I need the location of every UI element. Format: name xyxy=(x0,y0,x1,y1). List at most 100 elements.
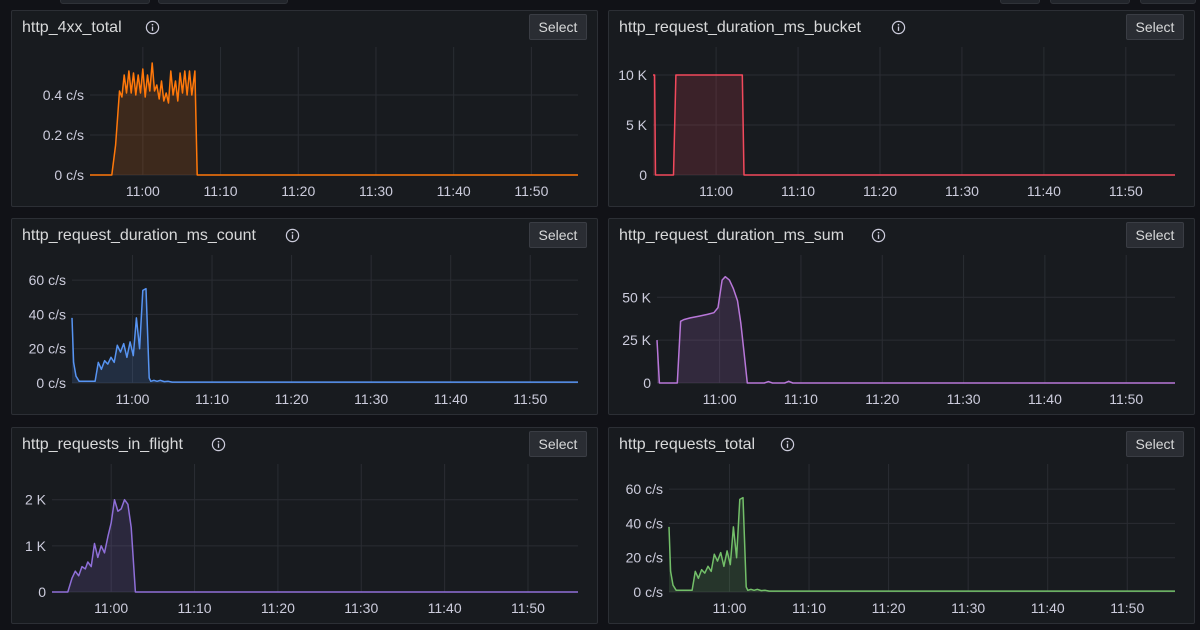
info-circle-icon[interactable] xyxy=(871,228,886,243)
x-tick-label: 11:30 xyxy=(945,183,979,199)
y-tick-label: 0 c/s xyxy=(54,167,84,183)
y-tick-label: 0.2 c/s xyxy=(43,127,84,143)
info-circle-icon[interactable] xyxy=(211,437,226,452)
panel-title: http_requests_total xyxy=(619,436,756,453)
select-button[interactable]: Select xyxy=(1126,14,1184,40)
select-button[interactable]: Select xyxy=(529,431,587,457)
series-line xyxy=(52,498,578,593)
x-tick-label: 11:00 xyxy=(699,183,733,199)
y-tick-label: 0 c/s xyxy=(36,375,66,391)
select-button[interactable]: Select xyxy=(529,14,587,40)
x-tick-label: 11:50 xyxy=(1109,391,1143,407)
x-tick-label: 11:50 xyxy=(1109,183,1143,199)
x-tick-label: 11:10 xyxy=(195,391,229,407)
series-area xyxy=(90,63,578,175)
y-tick-label: 25 K xyxy=(622,332,651,348)
series-line xyxy=(656,275,1175,384)
x-tick-label: 11:30 xyxy=(947,391,981,407)
toolbar-fragment xyxy=(1000,0,1040,4)
series-area xyxy=(653,75,1175,175)
y-tick-label: 50 K xyxy=(622,289,651,305)
x-tick-label: 11:10 xyxy=(792,600,826,616)
series-area xyxy=(657,276,1175,383)
select-button[interactable]: Select xyxy=(1126,222,1184,248)
info-circle-icon[interactable] xyxy=(145,20,160,35)
panel-title: http_requests_in_flight xyxy=(22,436,183,453)
x-tick-label: 11:30 xyxy=(951,600,985,616)
x-tick-label: 11:20 xyxy=(863,183,897,199)
timeseries-chart[interactable]: 0 c/s 20 c/s 40 c/s 60 c/s 11:00 11:10 11:20 11… xyxy=(609,428,1196,625)
x-tick-label: 11:50 xyxy=(513,391,547,407)
panel-title: http_request_duration_ms_bucket xyxy=(619,19,861,36)
x-tick-label: 11:40 xyxy=(437,183,471,199)
timeseries-chart[interactable]: 0 25 K 50 K 11:00 11:10 11:20 11:30 11:40 11:50 xyxy=(609,219,1196,416)
y-tick-label: 5 K xyxy=(626,117,648,133)
y-tick-label: 0.4 c/s xyxy=(43,87,84,103)
y-tick-label: 10 K xyxy=(618,67,647,83)
series-area xyxy=(52,499,578,592)
info-circle-icon[interactable] xyxy=(891,20,906,35)
series-line xyxy=(71,287,578,383)
info-circle-icon[interactable] xyxy=(285,228,300,243)
select-button[interactable]: Select xyxy=(529,222,587,248)
x-tick-label: 11:50 xyxy=(514,183,548,199)
timeseries-chart[interactable]: 0 c/s 0.2 c/s 0.4 c/s 11:00 11:10 11:20 11:30 1… xyxy=(12,11,599,208)
series-area xyxy=(669,497,1175,592)
x-tick-label: 11:00 xyxy=(94,600,128,616)
x-tick-label: 11:50 xyxy=(511,600,545,616)
panel-http-request-duration-ms-count: http_request_duration_ms_count Select 0 … xyxy=(11,218,598,415)
panel-http-requests-in-flight: http_requests_in_flight Select 0 1 K 2 K 11… xyxy=(11,427,598,624)
x-tick-label: 11:30 xyxy=(344,600,378,616)
panel-title: http_request_duration_ms_sum xyxy=(619,227,845,244)
panel-http-request-duration-ms-sum: http_request_duration_ms_sum Select 0 25 … xyxy=(608,218,1195,415)
y-tick-label: 0 c/s xyxy=(633,584,663,600)
series-line xyxy=(653,74,1175,176)
x-tick-label: 11:40 xyxy=(1028,391,1062,407)
x-tick-label: 11:10 xyxy=(781,183,815,199)
toolbar-fragment xyxy=(158,0,288,4)
x-tick-label: 11:20 xyxy=(872,600,906,616)
y-tick-label: 2 K xyxy=(25,492,47,508)
toolbar-fragment xyxy=(1050,0,1130,4)
panel-title: http_4xx_total xyxy=(22,19,122,36)
x-tick-label: 11:30 xyxy=(359,183,393,199)
x-tick-label: 11:40 xyxy=(428,600,462,616)
panel-http-request-duration-ms-bucket: http_request_duration_ms_bucket Select 0… xyxy=(608,10,1195,207)
x-tick-label: 11:10 xyxy=(204,183,238,199)
y-tick-label: 0 xyxy=(38,584,46,600)
x-tick-label: 11:00 xyxy=(126,183,160,199)
series-area xyxy=(72,288,578,383)
x-tick-label: 11:10 xyxy=(784,391,818,407)
y-tick-label: 60 c/s xyxy=(29,272,66,288)
series-line xyxy=(90,62,578,176)
timeseries-chart[interactable]: 0 1 K 2 K 11:00 11:10 11:20 11:30 11:40 11:50 xyxy=(12,428,599,625)
x-tick-label: 11:50 xyxy=(1110,600,1144,616)
select-button[interactable]: Select xyxy=(1126,431,1184,457)
x-tick-label: 11:00 xyxy=(703,391,737,407)
top-strip xyxy=(0,0,1200,8)
y-tick-label: 0 xyxy=(643,375,651,391)
x-tick-label: 11:10 xyxy=(178,600,212,616)
y-tick-label: 40 c/s xyxy=(29,306,66,322)
timeseries-chart[interactable]: 0 c/s 20 c/s 40 c/s 60 c/s 11:00 11:10 11:20 11… xyxy=(12,219,599,416)
x-tick-label: 11:20 xyxy=(865,391,899,407)
y-tick-label: 20 c/s xyxy=(29,341,66,357)
x-tick-label: 11:20 xyxy=(261,600,295,616)
x-tick-label: 11:30 xyxy=(354,391,388,407)
x-tick-label: 11:00 xyxy=(712,600,746,616)
panel-http-requests-total: http_requests_total Select 0 c/s 20 c/s 40… xyxy=(608,427,1195,624)
y-tick-label: 0 xyxy=(639,167,647,183)
x-tick-label: 11:40 xyxy=(1027,183,1061,199)
panel-title: http_request_duration_ms_count xyxy=(22,227,256,244)
toolbar-fragment xyxy=(1140,0,1196,4)
x-tick-label: 11:00 xyxy=(115,391,149,407)
series-line xyxy=(668,496,1175,592)
y-tick-label: 40 c/s xyxy=(626,515,663,531)
info-circle-icon[interactable] xyxy=(780,437,795,452)
x-tick-label: 11:40 xyxy=(434,391,468,407)
x-tick-label: 11:20 xyxy=(275,391,309,407)
toolbar-fragment xyxy=(60,0,150,4)
timeseries-chart[interactable]: 0 5 K 10 K 11:00 11:10 11:20 11:30 11:40 11:50 xyxy=(609,11,1196,208)
panel-http-4xx-total: http_4xx_total Select 0 c/s 0.2 c/s 0.4 c/… xyxy=(11,10,598,207)
y-tick-label: 1 K xyxy=(25,538,47,554)
